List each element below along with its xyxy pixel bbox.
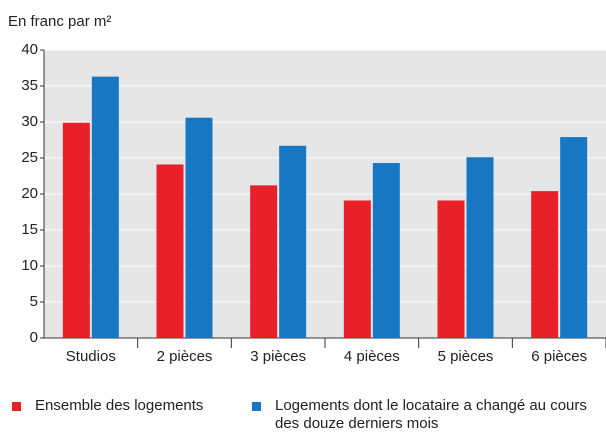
x-tick-label: 5 pièces xyxy=(438,348,494,365)
bar xyxy=(343,200,371,338)
bar xyxy=(372,163,400,338)
bar xyxy=(437,200,465,338)
x-tick-label: 4 pièces xyxy=(344,348,400,365)
y-tick-label: 35 xyxy=(21,77,38,94)
y-tick-label: 25 xyxy=(21,149,38,166)
legend-swatch xyxy=(12,402,21,411)
y-tick-label: 40 xyxy=(21,41,38,58)
bar xyxy=(531,191,559,338)
legend-label: Logements dont le locataire a changé au … xyxy=(275,397,587,432)
x-tick-label: 3 pièces xyxy=(250,348,306,365)
bar xyxy=(62,122,90,338)
bar xyxy=(466,157,494,338)
y-tick-label: 30 xyxy=(21,113,38,130)
y-tick-label: 5 xyxy=(30,293,38,310)
legend-label: Ensemble des logements xyxy=(35,397,204,414)
legend-swatch xyxy=(252,402,261,411)
bar xyxy=(91,76,119,338)
y-tick-label: 20 xyxy=(21,185,38,202)
bar xyxy=(185,117,213,339)
y-axis-label: En franc par m² xyxy=(8,13,111,30)
bar xyxy=(560,137,588,338)
bar xyxy=(156,164,184,338)
bar xyxy=(250,185,278,338)
y-tick-label: 15 xyxy=(21,221,38,238)
y-tick-label: 0 xyxy=(30,329,38,346)
y-tick-label: 10 xyxy=(21,257,38,274)
bar xyxy=(279,145,307,338)
x-tick-label: Studios xyxy=(66,348,116,365)
x-tick-label: 6 pièces xyxy=(531,348,587,365)
x-tick-label: 2 pièces xyxy=(157,348,213,365)
